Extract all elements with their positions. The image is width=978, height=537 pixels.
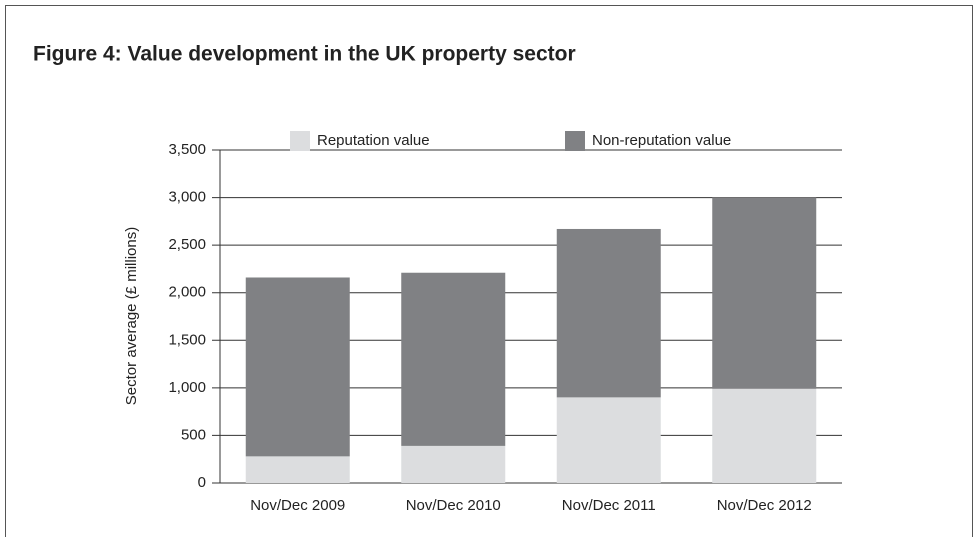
legend-label: Reputation value [317,132,430,149]
bar-segment [401,445,506,483]
bar-segment [712,197,817,389]
bar-segment [712,388,817,483]
legend-swatch [565,131,585,151]
x-tick-label: Nov/Dec 2011 [562,497,656,514]
bar-segment [245,277,350,457]
y-tick-label: 2,500 [168,236,206,253]
y-tick-label: 1,500 [168,331,206,348]
legend-swatch [290,131,310,151]
y-tick-label: 1,000 [168,379,206,396]
y-tick-label: 3,500 [168,141,206,158]
y-tick-label: 2,000 [168,284,206,301]
bar-segment [401,272,506,446]
bar-segment [556,228,661,398]
y-tick-label: 500 [181,426,206,443]
bar-segment [556,397,661,483]
bar-segment [245,456,350,483]
y-axis-label: Sector average (£ millions) [123,227,140,405]
frame [5,5,973,537]
y-tick-label: 0 [198,474,206,491]
legend-label: Non-reputation value [592,132,731,149]
x-tick-label: Nov/Dec 2009 [250,497,345,514]
y-tick-label: 3,000 [168,189,206,206]
chart-title: Figure 4: Value development in the UK pr… [33,43,576,66]
x-tick-label: Nov/Dec 2012 [717,497,812,514]
x-tick-label: Nov/Dec 2010 [406,497,501,514]
